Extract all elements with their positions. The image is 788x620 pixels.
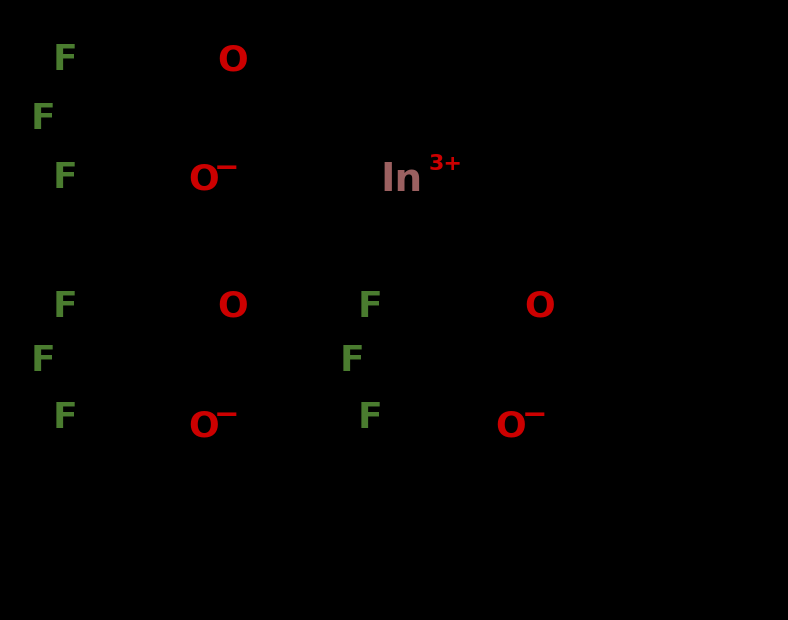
Text: O: O — [524, 290, 556, 324]
Text: F: F — [358, 402, 383, 435]
Text: −: − — [214, 401, 240, 430]
Text: F: F — [53, 402, 78, 435]
Text: F: F — [340, 344, 365, 378]
Text: In: In — [381, 161, 423, 199]
Text: O: O — [188, 410, 219, 443]
Text: F: F — [53, 43, 78, 77]
Text: F: F — [31, 344, 56, 378]
Text: F: F — [31, 102, 56, 136]
Text: F: F — [53, 161, 78, 195]
Text: O: O — [217, 43, 248, 77]
Text: F: F — [53, 290, 78, 324]
Text: O: O — [217, 290, 248, 324]
Text: O: O — [495, 410, 526, 443]
Text: F: F — [358, 290, 383, 324]
Text: O: O — [188, 163, 219, 197]
Text: 3+: 3+ — [428, 154, 463, 174]
Text: −: − — [522, 401, 547, 430]
Text: −: − — [214, 154, 240, 183]
